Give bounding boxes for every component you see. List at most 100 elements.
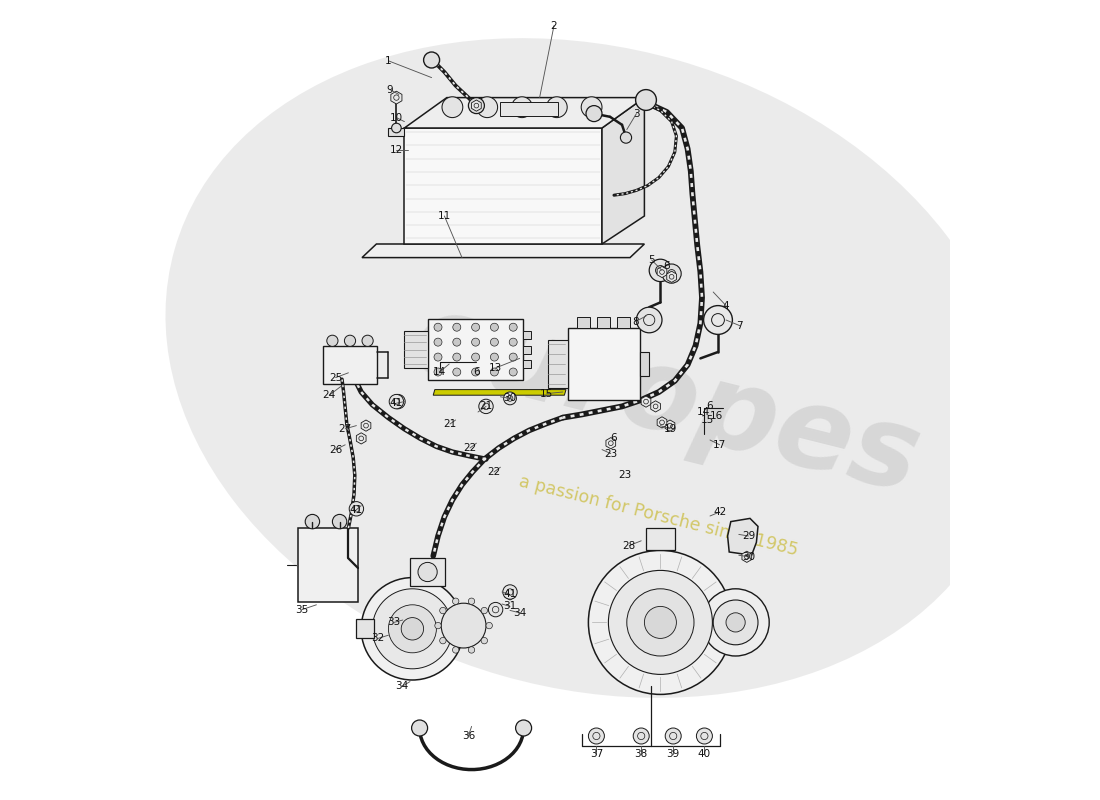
- Text: 7: 7: [736, 321, 743, 330]
- Text: 10: 10: [389, 113, 403, 122]
- Bar: [568, 328, 639, 400]
- Text: 11: 11: [438, 211, 451, 221]
- Circle shape: [620, 132, 631, 143]
- Bar: [405, 331, 428, 368]
- Circle shape: [645, 606, 676, 638]
- Polygon shape: [356, 433, 366, 444]
- Circle shape: [488, 602, 503, 617]
- Text: 25: 25: [329, 373, 342, 382]
- Text: 42: 42: [713, 507, 726, 517]
- Text: 41: 41: [389, 398, 403, 408]
- Circle shape: [305, 514, 320, 529]
- Circle shape: [418, 562, 437, 582]
- Circle shape: [472, 368, 480, 376]
- Circle shape: [696, 728, 713, 744]
- Circle shape: [389, 394, 404, 409]
- Bar: [522, 346, 531, 354]
- Text: 13: 13: [490, 363, 503, 373]
- Circle shape: [481, 638, 487, 644]
- Circle shape: [509, 323, 517, 331]
- Polygon shape: [362, 244, 645, 258]
- Circle shape: [469, 598, 475, 605]
- Circle shape: [491, 368, 498, 376]
- Text: 6: 6: [610, 434, 617, 443]
- Circle shape: [344, 335, 355, 346]
- Text: 27: 27: [339, 424, 352, 434]
- Polygon shape: [742, 551, 751, 562]
- Circle shape: [627, 589, 694, 656]
- Polygon shape: [361, 420, 371, 431]
- Text: 1: 1: [385, 56, 392, 66]
- Text: 21: 21: [443, 419, 456, 429]
- Circle shape: [361, 578, 463, 680]
- Text: 34: 34: [395, 682, 408, 691]
- Circle shape: [491, 338, 498, 346]
- Circle shape: [469, 98, 484, 114]
- Text: 39: 39: [667, 749, 680, 758]
- Text: 30: 30: [741, 552, 755, 562]
- Circle shape: [472, 338, 480, 346]
- Circle shape: [586, 106, 602, 122]
- Polygon shape: [641, 396, 651, 407]
- Circle shape: [434, 338, 442, 346]
- Text: 36: 36: [462, 731, 475, 741]
- Bar: [522, 360, 531, 368]
- Circle shape: [434, 622, 441, 629]
- Circle shape: [547, 97, 568, 118]
- Bar: [356, 619, 374, 638]
- Polygon shape: [405, 98, 645, 128]
- Polygon shape: [433, 390, 566, 395]
- Text: 6: 6: [706, 402, 713, 411]
- Circle shape: [441, 603, 486, 648]
- Text: 21: 21: [480, 402, 493, 411]
- Text: 8: 8: [632, 317, 639, 326]
- Circle shape: [490, 604, 502, 615]
- Circle shape: [453, 323, 461, 331]
- Circle shape: [636, 90, 657, 110]
- Circle shape: [434, 353, 442, 361]
- Circle shape: [702, 589, 769, 656]
- Text: 41: 41: [504, 590, 517, 599]
- Circle shape: [327, 335, 338, 346]
- Circle shape: [434, 323, 442, 331]
- Circle shape: [504, 392, 516, 405]
- Bar: [388, 128, 405, 136]
- Circle shape: [634, 728, 649, 744]
- Text: 4: 4: [723, 301, 729, 310]
- Polygon shape: [667, 271, 676, 282]
- Bar: [639, 352, 649, 376]
- Text: a passion for Porsche since 1985: a passion for Porsche since 1985: [517, 473, 800, 559]
- Circle shape: [662, 264, 681, 283]
- Circle shape: [588, 728, 604, 744]
- Bar: [500, 102, 558, 116]
- Circle shape: [440, 638, 447, 644]
- Text: 28: 28: [623, 541, 636, 550]
- Text: 15: 15: [701, 415, 714, 425]
- Circle shape: [453, 353, 461, 361]
- Text: 26: 26: [329, 445, 342, 454]
- Circle shape: [442, 97, 463, 118]
- Ellipse shape: [165, 38, 1014, 698]
- Circle shape: [726, 613, 745, 632]
- Circle shape: [516, 720, 531, 736]
- Polygon shape: [651, 401, 660, 412]
- Text: 14: 14: [433, 367, 447, 377]
- Circle shape: [332, 514, 346, 529]
- Text: 24: 24: [322, 390, 335, 400]
- Circle shape: [608, 570, 713, 674]
- Polygon shape: [390, 91, 402, 104]
- Circle shape: [411, 720, 428, 736]
- Text: 6: 6: [663, 262, 670, 271]
- Circle shape: [349, 502, 364, 516]
- Polygon shape: [472, 100, 481, 111]
- Text: 40: 40: [697, 749, 711, 758]
- Text: 23: 23: [604, 449, 617, 458]
- Circle shape: [453, 338, 461, 346]
- Text: 31: 31: [504, 602, 517, 611]
- Polygon shape: [727, 518, 758, 555]
- Text: 37: 37: [590, 749, 603, 758]
- Circle shape: [452, 598, 459, 605]
- Circle shape: [388, 605, 437, 653]
- Circle shape: [491, 353, 498, 361]
- Circle shape: [503, 585, 517, 599]
